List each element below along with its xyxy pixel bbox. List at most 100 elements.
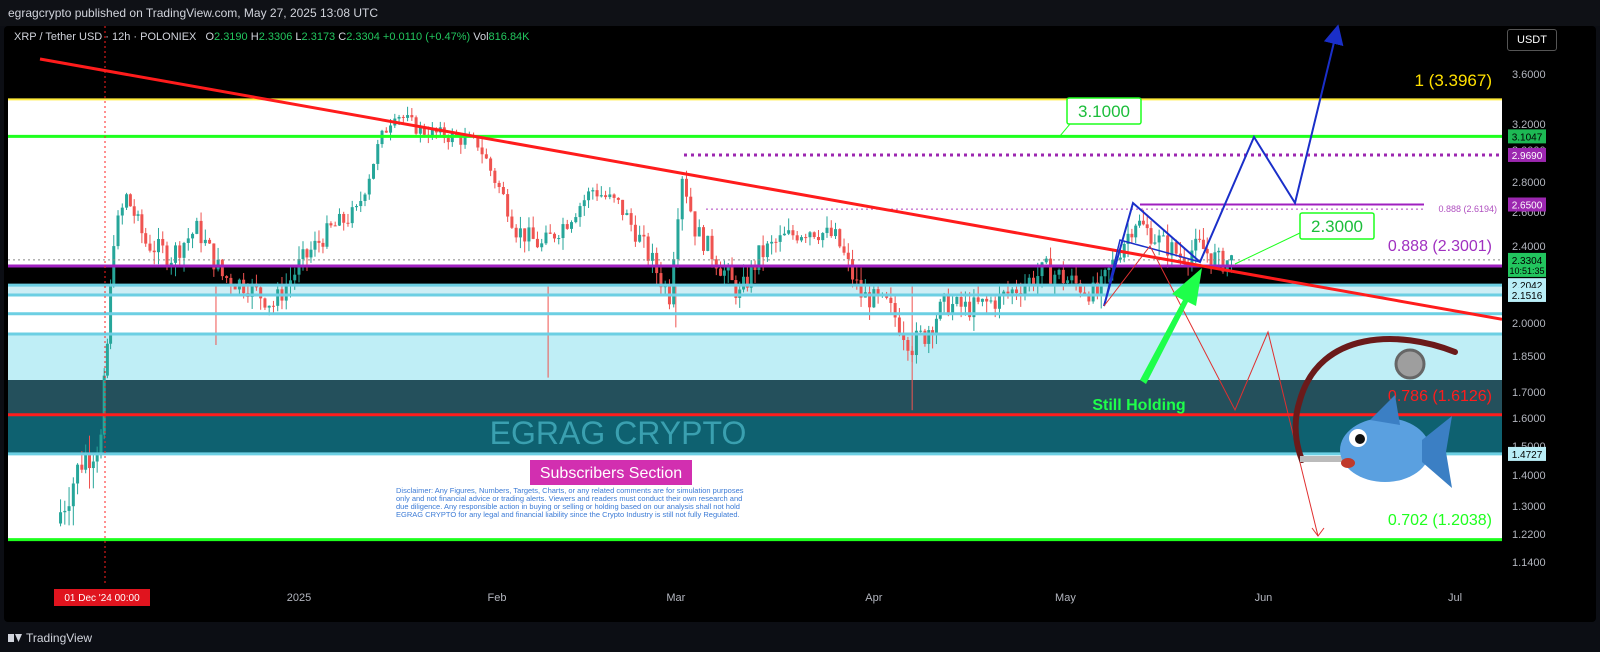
candle-body [63,510,67,513]
zone-white-bottom [8,453,1502,540]
candle-body [506,194,510,217]
candle-body [1205,248,1209,254]
tradingview-logo-icon [8,633,22,643]
symbol-label[interactable]: XRP / Tether USD · 12h · POLONIEX [14,31,197,43]
candle-body [220,259,224,277]
publish-header: egragcrypto published on TradingView.com… [0,0,1600,26]
candle-body [855,279,859,281]
candle-body [985,298,989,302]
level-label-0888: 0.888 (2.3001) [1388,238,1492,255]
zones-layer [8,99,1502,540]
candle-body [561,224,565,239]
ohlc-legend: XRP / Tether USD · 12h · POLONIEX O2.319… [14,30,530,44]
zone-cyan [8,334,1502,380]
lines-layer [8,26,1502,586]
overlay-layer: 3.1000 2.3000 Still Holding EGRAG CRYPTO Sub… [396,24,1497,537]
candle-body [1078,283,1082,293]
candle-body [734,280,738,298]
tradingview-logo[interactable]: TradingView [8,624,92,652]
candle-body [1091,282,1095,302]
candle-body [401,116,405,118]
high-label: H [250,31,259,43]
candle-body [625,213,629,215]
candle-body [829,227,833,237]
candle-body [587,191,591,201]
candle-body [271,305,275,307]
candle-body [574,217,578,223]
candle-body [59,512,63,524]
candle-body [186,238,190,243]
candle-body [604,195,608,198]
candle-body [726,267,730,271]
still-holding-arrow [1140,268,1202,384]
brand-label: TradingView [26,631,93,645]
candle-body [384,130,388,133]
candle-body [527,227,531,242]
currency-button[interactable]: USDT [1507,29,1557,51]
candle-body [1006,291,1010,294]
candle-body [1023,285,1027,295]
candle-body [633,224,637,242]
candle-body [1066,280,1070,284]
candle-body [1166,235,1170,256]
candle-body [410,115,414,118]
candle-body [531,227,535,239]
candle-body [446,137,450,143]
candle-body [914,330,918,356]
candle-body [989,300,993,302]
volume-value: 816.84K [488,31,530,43]
candle-body [1010,289,1014,294]
candle-body [595,190,599,197]
candle-body [455,133,459,137]
candle-body [621,199,625,215]
price-tag-bg [1508,446,1546,461]
candle-body [825,227,829,234]
candle-body [676,219,680,260]
candle-body [782,233,786,236]
candle-body [267,305,271,308]
descending-trendline [39,57,1502,321]
candle-body [557,238,561,240]
fish-fin-icon [1370,395,1400,425]
footer-bar: TradingView [0,624,1600,652]
candle-body [510,216,514,228]
candle-body [102,375,106,435]
high-value: 2.3306 [258,31,293,43]
price-tick: 3.2000 [1512,119,1546,131]
level-label-1: 1 (3.3967) [1415,71,1493,90]
target-2300-label: 2.3000 [1311,217,1363,236]
candle-body [629,213,633,225]
candle-body [165,245,169,266]
candle-body [105,343,109,376]
candle-body [418,127,422,134]
subscribers-badge [530,460,692,485]
publish-line: egragcrypto published on TradingView.com… [8,6,378,20]
candle-body [76,464,80,484]
candle-body [938,301,942,319]
candle-body [838,229,842,247]
candle-body [980,298,984,302]
candle-body [284,286,288,301]
candle-body [608,194,612,198]
candle-body [1201,239,1205,249]
candle-body [1157,235,1161,243]
level-label-0786: 0.786 (1.6126) [1388,388,1492,405]
candle-body [672,259,676,305]
candle-body [787,230,791,234]
candle-body [1221,250,1225,272]
candle-body [650,252,654,261]
price-tag-bg [1508,147,1546,162]
candle-body [523,228,527,242]
candle-body [480,147,484,155]
candle-body [263,298,267,308]
zone-white-main [8,136,1502,266]
price-axis: 3.60003.20003.00002.80002.60002.40002.20… [1512,69,1546,569]
candle-body [125,194,129,208]
price-tick: 1.3000 [1512,501,1546,513]
fishing-hook-icon [1292,336,1458,463]
candle-body [1040,262,1044,277]
candle-body [313,240,317,250]
candle-body [518,228,522,238]
candle-body [1130,233,1134,238]
